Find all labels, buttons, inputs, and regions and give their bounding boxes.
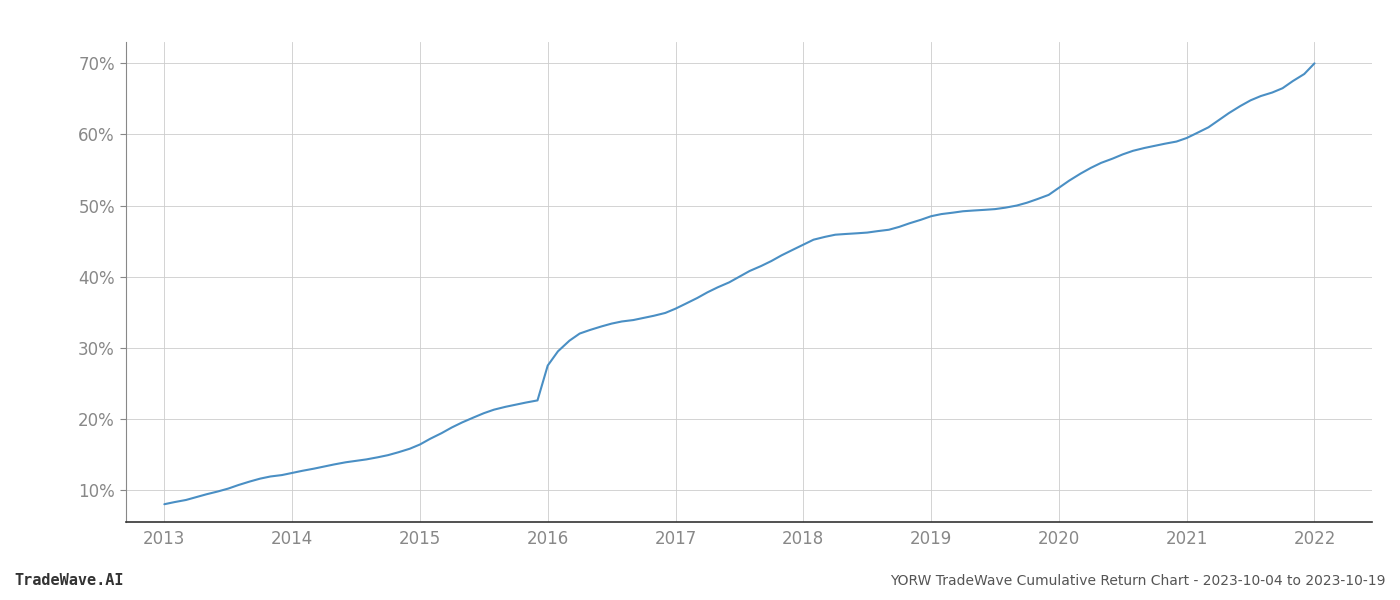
Text: TradeWave.AI: TradeWave.AI bbox=[14, 573, 123, 588]
Text: YORW TradeWave Cumulative Return Chart - 2023-10-04 to 2023-10-19: YORW TradeWave Cumulative Return Chart -… bbox=[890, 574, 1386, 588]
